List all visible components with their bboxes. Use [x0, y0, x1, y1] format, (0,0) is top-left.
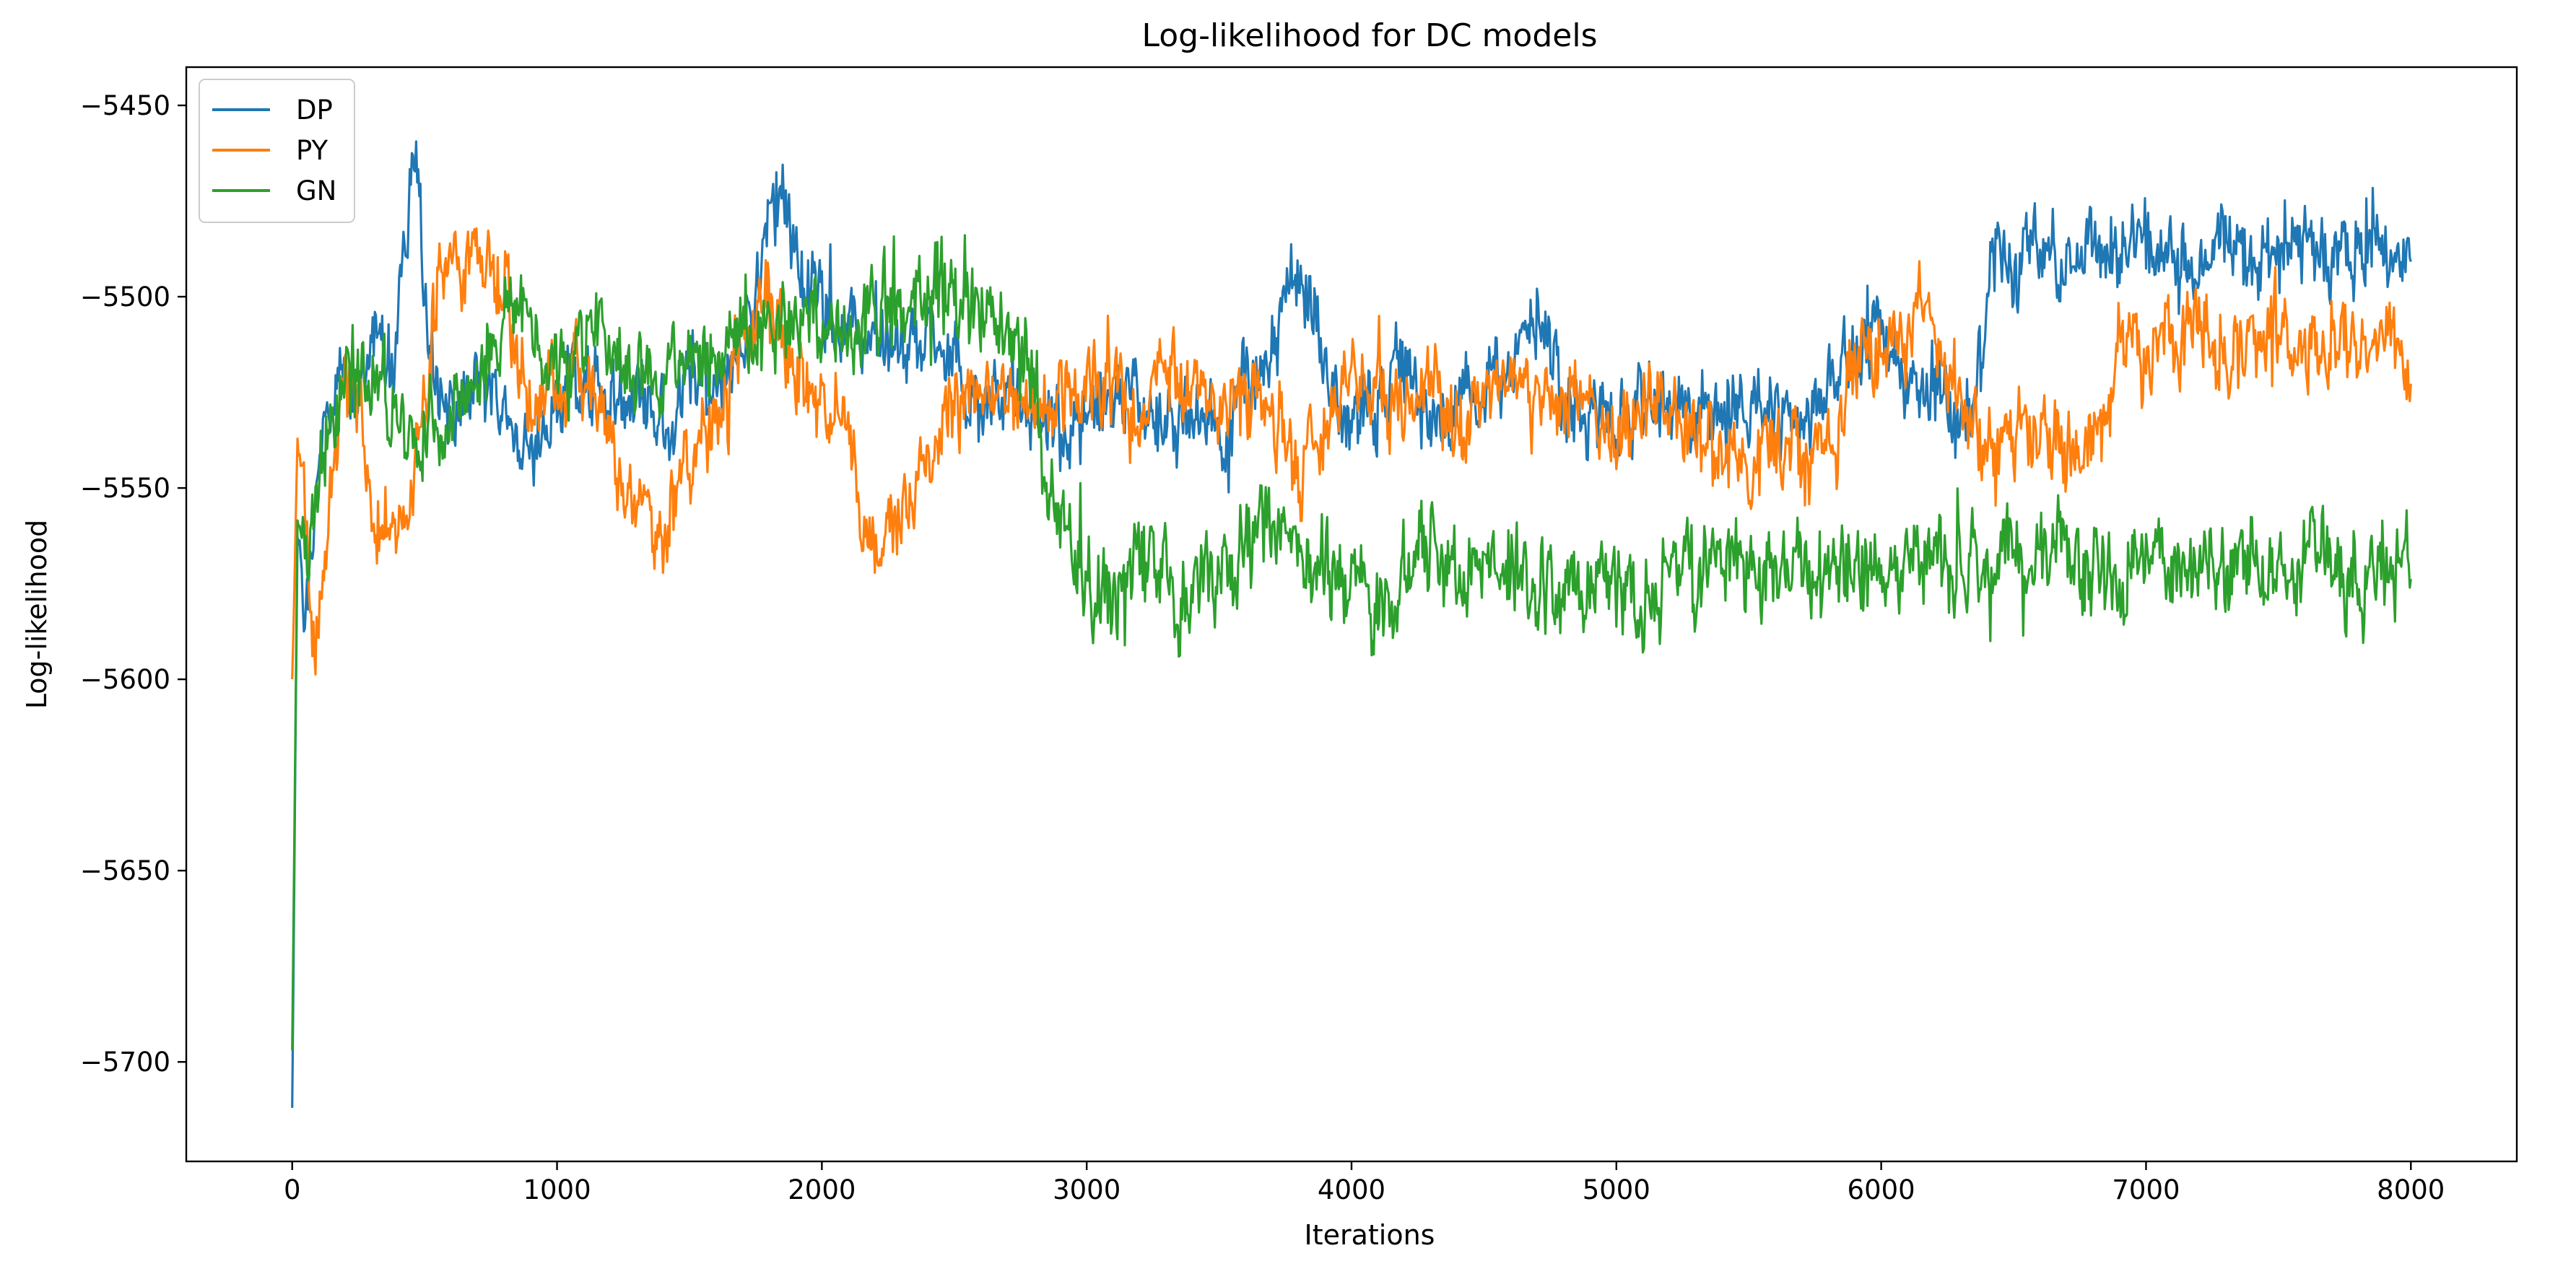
y-tick-label: −5600 [80, 664, 170, 695]
legend: DP PY GN [199, 79, 355, 223]
x-tick-label: 7000 [2112, 1174, 2180, 1205]
x-tick-label: 0 [284, 1174, 301, 1205]
series-line-dp [291, 140, 2412, 1108]
y-axis-label: Log-likelihood [21, 520, 53, 710]
legend-label-dp: DP [296, 95, 333, 126]
series-line-gn [291, 234, 2412, 1051]
y-axis: −5450 −5500 −5550 −5600 −5650 −5700 [80, 90, 186, 1078]
y-tick-label: −5700 [80, 1047, 170, 1078]
series-line-py [291, 227, 2412, 680]
x-tick-label: 3000 [1053, 1174, 1121, 1205]
y-tick-label: −5500 [80, 282, 170, 313]
x-tick-label: 5000 [1583, 1174, 1650, 1205]
x-tick-label: 6000 [1848, 1174, 1915, 1205]
legend-items: DP PY GN [212, 95, 336, 206]
series-layer [291, 140, 2412, 1108]
x-tick-label: 2000 [788, 1174, 856, 1205]
x-axis-label: Iterations [1305, 1219, 1435, 1251]
legend-label-gn: GN [296, 175, 336, 206]
x-axis: 0 1000 2000 3000 4000 5000 6000 7000 8000 [284, 1161, 2445, 1205]
x-tick-label: 4000 [1318, 1174, 1385, 1205]
y-tick-label: −5450 [80, 90, 170, 121]
chart-title: Log-likelihood for DC models [1142, 17, 1598, 54]
legend-label-py: PY [296, 135, 328, 166]
legend-box [199, 79, 355, 223]
x-tick-label: 8000 [2377, 1174, 2445, 1205]
y-tick-label: −5650 [80, 855, 170, 886]
y-tick-label: −5550 [80, 473, 170, 504]
x-tick-label: 1000 [523, 1174, 591, 1205]
